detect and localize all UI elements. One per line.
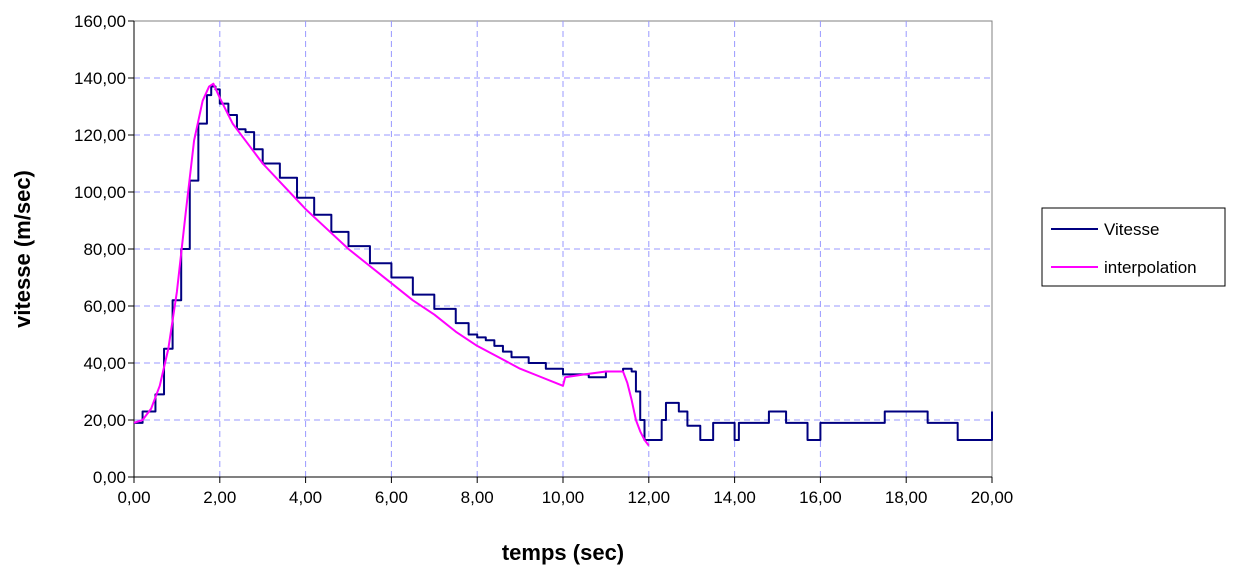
legend-label-interpolation: interpolation (1104, 258, 1197, 277)
y-axis: 0,00 20,00 40,00 60,00 80,00 100,00 120,00 140,… (74, 12, 135, 487)
y-axis-title: vitesse (m/sec) (10, 170, 35, 328)
x-tick-label: 16,00 (799, 488, 842, 507)
y-tick-label: 120,00 (74, 126, 126, 145)
y-tick-label: 140,00 (74, 69, 126, 88)
legend-box (1041, 207, 1226, 287)
grid (134, 21, 992, 477)
y-tick-label: 100,00 (74, 183, 126, 202)
x-tick-label: 18,00 (885, 488, 928, 507)
x-tick-label: 20,00 (971, 488, 1014, 507)
x-tick-label: 6,00 (375, 488, 408, 507)
y-tick-label: 160,00 (74, 12, 126, 31)
legend: Vitesse interpolation (1041, 207, 1226, 287)
x-tick-label: 2,00 (203, 488, 236, 507)
plot-area (133, 20, 993, 478)
y-tick-label: 80,00 (83, 240, 126, 259)
x-axis: 0,00 2,00 4,00 6,00 8,00 10,00 12,00 14,00 16,00… (117, 476, 1014, 507)
y-tick-label: 0,00 (93, 468, 126, 487)
legend-label-vitesse: Vitesse (1104, 220, 1159, 239)
x-tick-label: 4,00 (289, 488, 322, 507)
series-line-interpolation (133, 82, 650, 447)
series-group (133, 82, 993, 447)
x-axis-title: temps (sec) (502, 540, 624, 565)
y-tick-label: 40,00 (83, 354, 126, 373)
x-tick-label: 14,00 (713, 488, 756, 507)
y-tick-label: 60,00 (83, 297, 126, 316)
y-tick-label: 20,00 (83, 411, 126, 430)
x-tick-label: 0,00 (117, 488, 150, 507)
x-tick-label: 12,00 (628, 488, 671, 507)
x-tick-label: 10,00 (542, 488, 585, 507)
x-tick-label: 8,00 (461, 488, 494, 507)
